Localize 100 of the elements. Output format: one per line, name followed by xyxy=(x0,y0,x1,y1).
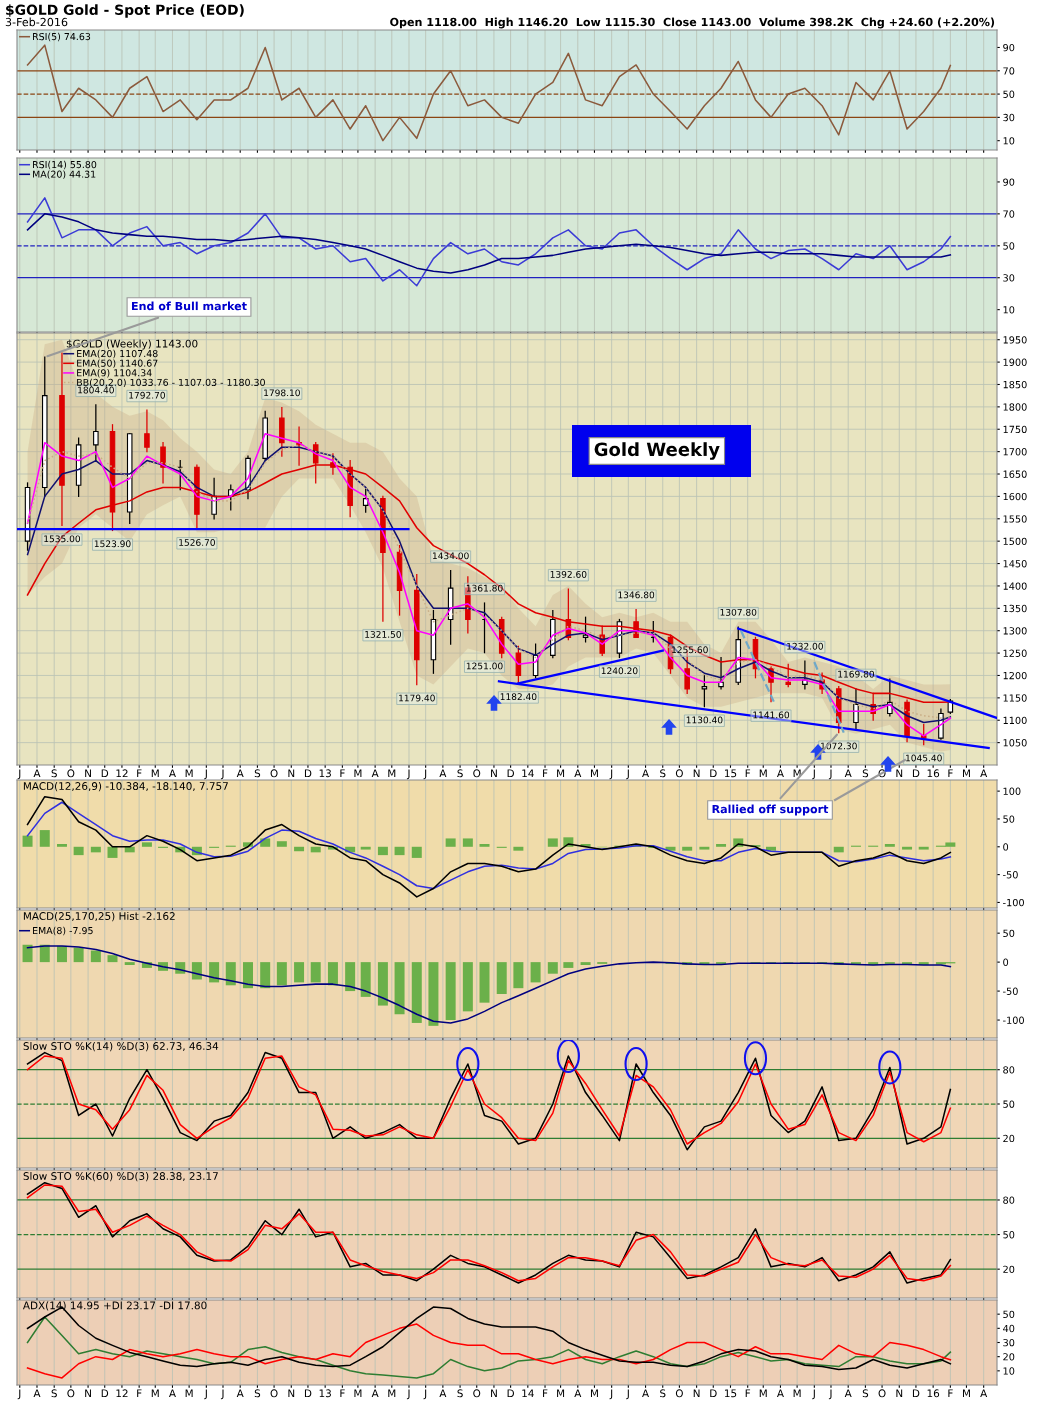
x-tick-label: A xyxy=(371,1389,379,1398)
y-tick-label: 10 xyxy=(1003,306,1015,314)
x-tick-label: S xyxy=(660,769,666,778)
x-tick-label: A xyxy=(439,1389,447,1398)
y-tick-label: 1250 xyxy=(1003,649,1027,657)
annotation: 1307.80 xyxy=(720,608,757,616)
x-tick-label: M xyxy=(759,1389,767,1398)
y-tick-label: 70 xyxy=(1003,210,1015,218)
y-tick-label: 0 xyxy=(1003,843,1009,851)
annotation: 1792.70 xyxy=(129,391,165,399)
chart-title: Slow STO %K(14) %D(3) 62.73, 46.34 xyxy=(23,1041,219,1052)
x-tick-label: F xyxy=(340,769,345,778)
annotation: 1251.00 xyxy=(466,662,503,670)
legend-label: EMA(9) 1104.34 xyxy=(77,369,152,378)
x-tick-label: M xyxy=(388,1389,396,1398)
x-tick-label: D xyxy=(912,1389,920,1398)
annotation: 1535.00 xyxy=(44,535,81,543)
annotation: 1255.60 xyxy=(672,646,708,654)
chart-subtitle: 3-Feb-2016 xyxy=(5,17,68,27)
x-tick-label: J xyxy=(812,1389,815,1400)
x-tick-label: A xyxy=(844,769,852,778)
y-tick-label: 1150 xyxy=(1003,694,1027,702)
x-tick-label: J xyxy=(423,1389,427,1400)
x-tick-label: D xyxy=(710,769,717,778)
text: Open 1118.00 High 1146.20 Low 1115.30 Close 1143.00 Volume 398.2K Chg +24.60 (+2.20%) xyxy=(390,17,995,29)
x-tick-label: O xyxy=(878,1389,886,1398)
annotation: 1232.00 xyxy=(787,642,823,650)
y-tick-label: 1350 xyxy=(1003,604,1027,613)
chart-title: Slow STO %K(60) %D(3) 28.38, 23.17 xyxy=(23,1171,218,1182)
annotation: 1130.40 xyxy=(686,716,723,724)
x-tick-label: F xyxy=(948,769,953,778)
x-tick-label: J xyxy=(812,769,815,780)
y-tick-label: 50 xyxy=(1003,929,1015,937)
annotation: End of Bull market xyxy=(132,301,247,311)
x-tick-label: A xyxy=(844,1389,852,1398)
y-tick-label: 1600 xyxy=(1003,492,1027,501)
annotation: 1141.60 xyxy=(753,711,790,719)
y-tick-label: 70 xyxy=(1003,67,1015,75)
y-tick-label: 30 xyxy=(1003,274,1015,282)
y-tick-label: 30 xyxy=(1003,1338,1015,1347)
x-tick-label: J xyxy=(220,1389,224,1400)
y-tick-label: 90 xyxy=(1003,178,1015,186)
x-tick-label: J xyxy=(17,769,21,780)
x-tick-label: O xyxy=(270,1389,278,1398)
x-tick-label: D xyxy=(304,1389,312,1398)
chart-title: ADX(14) 14.95 +DI 23.17 -DI 17.80 xyxy=(22,1301,207,1311)
x-tick-label: M xyxy=(793,1389,801,1398)
x-tick-label: 13 xyxy=(319,769,331,778)
annotation: 1361.80 xyxy=(466,584,503,592)
y-tick-label: 20 xyxy=(1003,1134,1015,1143)
x-tick-label: A xyxy=(33,769,41,778)
x-tick-label: M xyxy=(354,769,362,778)
x-tick-label: N xyxy=(85,1389,91,1398)
x-tick-label: F xyxy=(543,769,548,778)
annotation: 1072.30 xyxy=(821,742,857,750)
annotation: 1169.80 xyxy=(838,670,875,678)
x-tick-label: J xyxy=(626,1389,629,1400)
x-tick-label: 16 xyxy=(927,1389,940,1398)
x-tick-label: 14 xyxy=(522,1389,534,1398)
x-tick-label: S xyxy=(51,769,57,778)
legend-label: RSI(5) 74.63 xyxy=(33,32,91,42)
x-tick-label: 13 xyxy=(319,1389,331,1398)
x-tick-label: F xyxy=(745,769,751,778)
x-tick-label: M xyxy=(962,1389,970,1398)
x-tick-label: O xyxy=(67,1389,75,1398)
x-tick-label: 15 xyxy=(725,1389,737,1398)
annotation: 1798.10 xyxy=(264,389,300,397)
x-tick-label: S xyxy=(254,769,261,778)
y-tick-label: 80 xyxy=(1003,1066,1015,1074)
y-tick-label: 50 xyxy=(1003,815,1015,823)
x-tick-label: J xyxy=(626,769,629,780)
x-tick-label: N xyxy=(491,769,497,778)
x-tick-label: J xyxy=(609,1389,613,1400)
x-tick-label: 12 xyxy=(116,769,128,778)
x-tick-label: M xyxy=(590,1389,598,1398)
x-tick-label: J xyxy=(828,769,832,780)
legend-label: RSI(14) 55.80 xyxy=(33,160,97,170)
x-tick-label: A xyxy=(574,769,582,778)
x-tick-label: J xyxy=(220,769,224,780)
annotation: 1182.40 xyxy=(500,693,537,701)
y-tick-label: 50 xyxy=(1003,90,1015,98)
x-tick-label: D xyxy=(101,1389,109,1398)
y-tick-label: 1750 xyxy=(1003,425,1027,434)
x-tick-label: D xyxy=(304,769,312,778)
x-tick-label: A xyxy=(776,769,784,778)
x-tick-label: N xyxy=(896,769,903,778)
y-tick-label: -100 xyxy=(1003,1016,1024,1024)
x-tick-label: M xyxy=(759,769,767,778)
x-tick-label: F xyxy=(340,1389,345,1398)
x-tick-label: 15 xyxy=(725,769,737,778)
x-tick-label: 16 xyxy=(927,769,940,778)
x-tick-label: M xyxy=(962,769,970,778)
x-tick-label: O xyxy=(675,1389,683,1398)
legend-label: BB(20,2.0) 1033.76 - 1107.03 - 1180.30 xyxy=(77,378,265,388)
x-tick-label: S xyxy=(254,1389,261,1398)
y-tick-label: 40 xyxy=(1003,1324,1015,1333)
annotation: 1434.00 xyxy=(432,552,469,560)
x-tick-label: S xyxy=(51,1389,57,1398)
x-tick-label: A xyxy=(980,1389,988,1398)
x-tick-label: N xyxy=(693,1389,700,1398)
